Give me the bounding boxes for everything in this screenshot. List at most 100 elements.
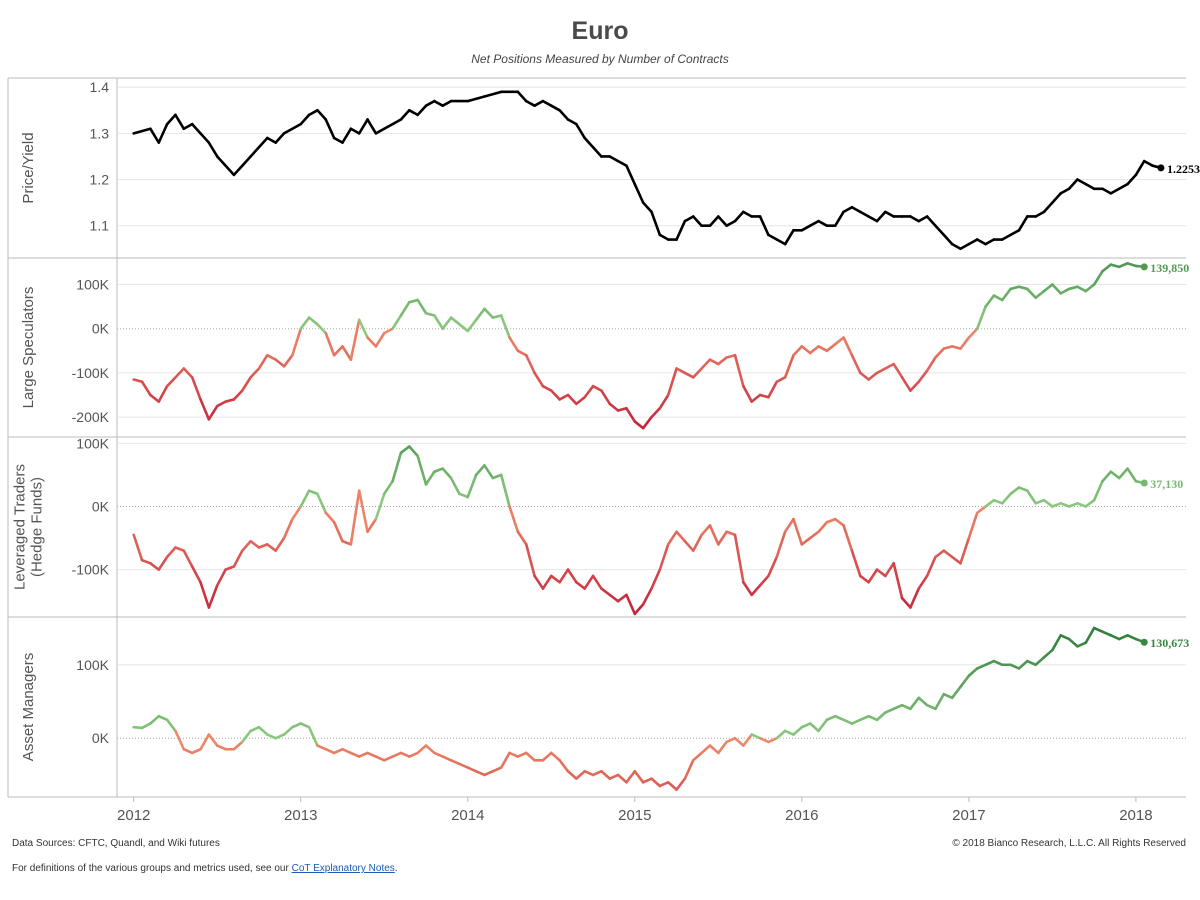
series-segment: [483, 90, 503, 98]
series-segment: [190, 747, 202, 755]
series-segment: [1084, 626, 1096, 645]
cot-explanatory-notes-link[interactable]: CoT Explanatory Notes: [291, 863, 395, 874]
series-segment: [541, 99, 553, 107]
series-segment: [742, 580, 754, 597]
series-segment: [549, 389, 561, 401]
series-segment: [274, 536, 286, 552]
series-segment: [1092, 626, 1104, 633]
series-segment: [499, 314, 511, 339]
series-segment: [666, 367, 678, 397]
y-tick-label: 1.4: [90, 79, 110, 95]
series-segment: [374, 127, 386, 135]
series-segment: [1109, 263, 1121, 269]
y-tick-label: 1.2: [90, 172, 110, 188]
series-segment: [1134, 159, 1146, 177]
series-segment: [207, 733, 219, 747]
series-segment: [1034, 656, 1046, 667]
series-segment: [909, 587, 921, 609]
series-segment: [650, 777, 662, 788]
series-segment: [858, 574, 870, 584]
series-segment: [257, 543, 269, 549]
series-segment: [408, 298, 419, 304]
series-segment: [1126, 173, 1138, 186]
series-segment: [767, 380, 779, 399]
y-tick-label: -100K: [72, 562, 110, 578]
series-segment: [1117, 467, 1129, 480]
series-segment: [1009, 285, 1021, 291]
series-segment: [466, 766, 478, 773]
y-axis-title: Asset Managers: [20, 653, 37, 761]
series-segment: [524, 543, 536, 578]
series-segment: [942, 549, 954, 559]
series-segment: [925, 215, 937, 227]
series-segment: [1042, 283, 1054, 293]
series-segment: [274, 132, 286, 144]
series-segment: [608, 402, 620, 412]
series-segment: [858, 714, 870, 722]
series-segment: [658, 781, 670, 788]
y-axis-title-line: Leveraged Traders: [12, 464, 29, 590]
series-segment: [641, 201, 653, 214]
series-segment: [950, 555, 962, 565]
series-segment: [207, 404, 219, 421]
series-segment: [942, 345, 954, 350]
series-segment: [792, 517, 804, 546]
series-segment: [424, 311, 436, 317]
y-axis-title: Price/Yield: [20, 132, 37, 203]
series-segment: [583, 769, 595, 777]
series-segment: [783, 353, 795, 379]
series-segment: [767, 736, 779, 744]
series-segment: [1042, 648, 1054, 659]
series-segment: [516, 751, 528, 758]
series-segment: [357, 489, 369, 534]
series-segment: [708, 744, 720, 755]
y-axis-title-line: Asset Managers: [20, 653, 37, 761]
series-segment: [474, 307, 486, 322]
series-segment: [132, 378, 144, 384]
series-segment: [232, 389, 244, 401]
panel-large_speculators: 100K 0K -100K -200K Large Speculators 139,850: [8, 261, 1189, 438]
series-segment: [433, 467, 445, 474]
x-tick-label: 2012: [117, 807, 150, 824]
series-segment: [566, 769, 578, 780]
series-segment: [1092, 269, 1104, 286]
series-segment: [850, 353, 862, 375]
series-segment: [182, 747, 194, 755]
series-segment: [566, 568, 578, 584]
series-segment: [149, 393, 161, 403]
series-segment: [190, 376, 202, 401]
series-segment: [215, 155, 236, 177]
series-segment: [1009, 229, 1021, 237]
series-segment: [282, 725, 294, 736]
series-segment: [549, 574, 561, 584]
series-segment: [875, 711, 887, 722]
series-segment: [474, 464, 486, 477]
series-segment: [775, 530, 787, 559]
x-tick-label: 2014: [451, 807, 484, 824]
series-segment: [1084, 182, 1096, 191]
last-value-label: 139,850: [1150, 261, 1189, 275]
series-segment: [975, 305, 987, 331]
series-segment: [1051, 192, 1063, 204]
series-segment: [140, 722, 152, 730]
x-tick-label: 2017: [952, 807, 985, 824]
series-segment: [850, 205, 862, 214]
y-axis-title-line: Large Speculators: [20, 287, 37, 409]
series-segment: [408, 445, 419, 458]
series-segment: [357, 118, 369, 135]
series-segment: [516, 90, 528, 103]
series-segment: [984, 659, 996, 667]
series-segment: [959, 336, 971, 350]
series-segment: [174, 546, 186, 552]
series-segment: [324, 118, 336, 140]
last-value-label: 1.2253: [1167, 162, 1200, 176]
series-segment: [934, 347, 946, 359]
series-segment: [332, 345, 344, 357]
series-segment: [408, 751, 419, 758]
series-segment: [1026, 287, 1037, 300]
series-segment: [1051, 634, 1063, 652]
series-segment: [1000, 287, 1012, 302]
series-segment: [215, 400, 227, 408]
y-tick-label: -100K: [72, 365, 110, 381]
series-segment: [925, 356, 937, 373]
